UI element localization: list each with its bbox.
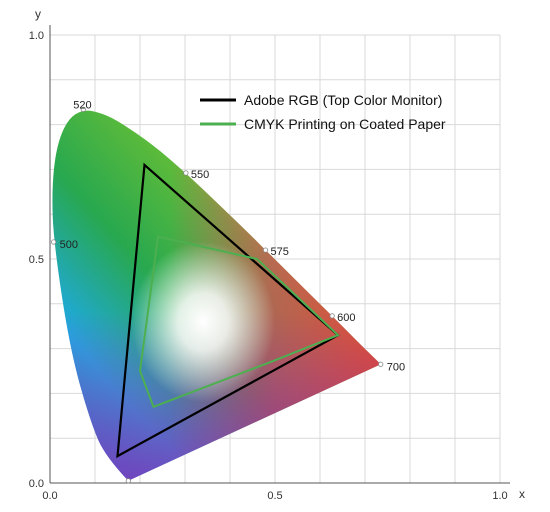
legend-entry: Adobe RGB (Top Color Monitor)	[244, 92, 442, 108]
legend: Adobe RGB (Top Color Monitor) CMYK Printi…	[200, 92, 446, 132]
wavelength-labels: 380 500 520 550 575 600 700	[50, 99, 405, 498]
legend-entry: CMYK Printing on Coated Paper	[244, 116, 446, 132]
cmyk-gamut-polygon	[138, 235, 340, 409]
series-layer	[116, 162, 340, 459]
wavelength-label: 380	[118, 486, 136, 498]
wavelength-marker	[262, 247, 269, 253]
wavelength-label: 520	[73, 99, 91, 111]
wavelength-marker	[183, 170, 189, 176]
wavelength-marker	[80, 106, 86, 112]
wavelength-label: 550	[191, 169, 209, 181]
wavelength-marker	[378, 361, 384, 367]
wavelength-marker	[329, 313, 335, 319]
adobe-rgb-gamut-triangle	[116, 162, 340, 459]
wavelength-label: 700	[387, 361, 405, 373]
wavelength-label: 500	[60, 239, 78, 251]
wavelength-marker	[125, 478, 131, 484]
y-axis-label: y	[35, 7, 41, 21]
x-tick-label: 0.5	[267, 490, 282, 502]
spectral-locus-fill	[52, 110, 381, 481]
x-tick-label: 1.0	[492, 490, 507, 502]
y-tick-label: 1.0	[29, 30, 44, 42]
axes	[49, 25, 510, 484]
x-axis-label: x	[519, 487, 525, 501]
wavelength-label: 600	[337, 312, 355, 324]
x-tick-label: 0.0	[42, 490, 57, 502]
tick-labels: y x 0.0 0.5 1.0 0.0 0.5 1.0	[29, 7, 525, 502]
y-tick-label: 0.5	[29, 254, 44, 266]
wavelength-marker	[50, 239, 57, 245]
wavelength-label: 575	[271, 246, 289, 258]
y-tick-label: 0.0	[29, 478, 44, 490]
